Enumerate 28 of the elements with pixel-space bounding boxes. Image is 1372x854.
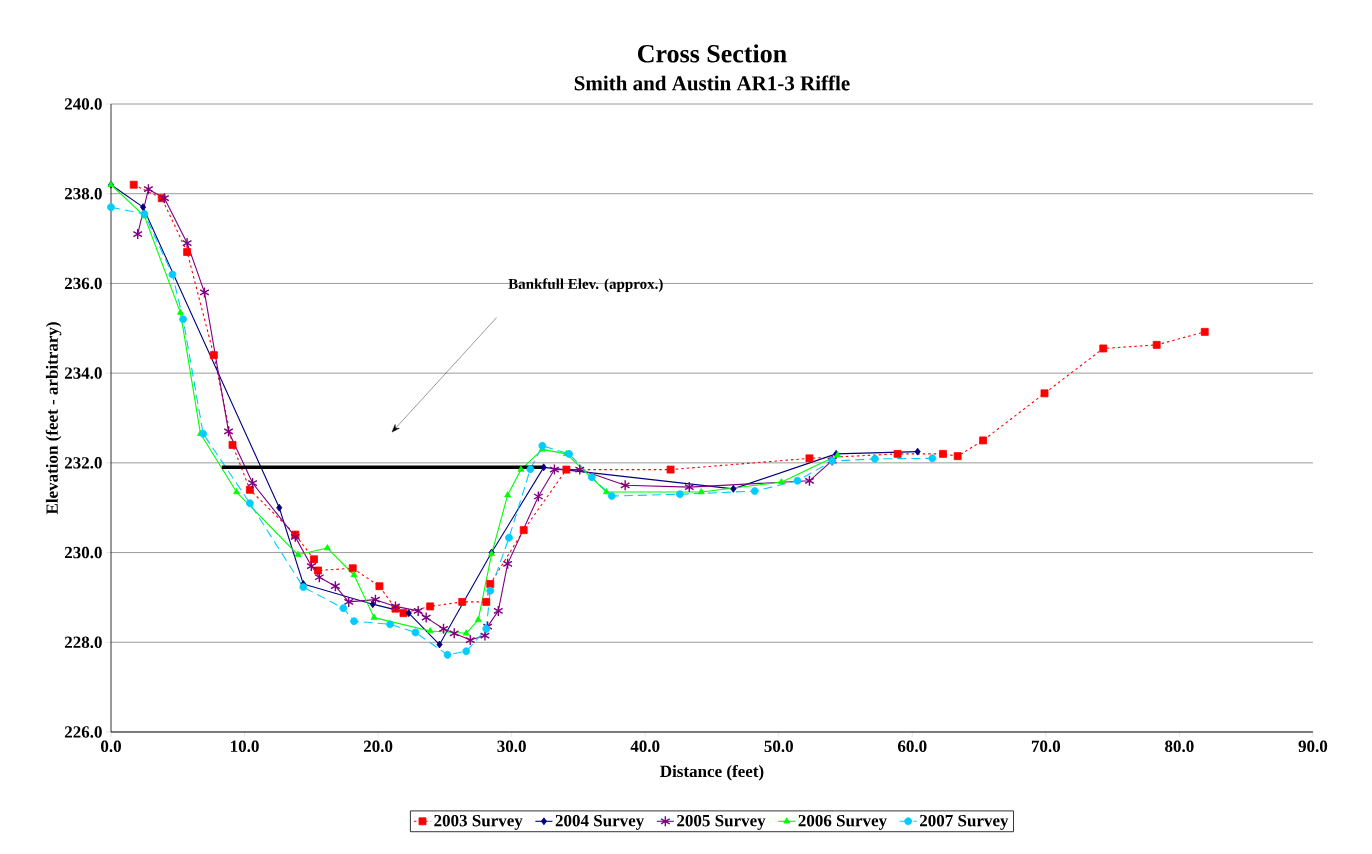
- y-tick-label: 236.0: [64, 277, 102, 290]
- x-tick-label: 70.0: [1031, 740, 1061, 753]
- legend-label: 2007 Survey: [919, 814, 1009, 830]
- x-tick-label: 10.0: [231, 740, 259, 753]
- chart-title: Cross Section: [638, 44, 787, 63]
- y-tick-label: 230.0: [64, 546, 102, 559]
- annotation: Bankfull Elev. (approx.): [508, 278, 663, 292]
- y-tick-label: 238.0: [64, 187, 102, 200]
- x-tick-label: 60.0: [897, 740, 927, 753]
- legend-label: 2003 Survey: [434, 814, 523, 830]
- legend-label: 2005 Survey: [677, 814, 766, 830]
- y-tick-label: 228.0: [64, 636, 102, 649]
- x-axis-title: Distance (feet): [660, 764, 764, 781]
- x-tick-label: 0.0: [101, 740, 121, 753]
- y-tick-label: 232.0: [64, 457, 102, 469]
- y-tick-label: 234.0: [64, 367, 102, 379]
- x-tick-label: 80.0: [1165, 740, 1194, 753]
- legend-label: 2004 Survey: [555, 814, 645, 830]
- x-tick-label: 30.0: [497, 740, 526, 753]
- x-tick-label: 50.0: [764, 740, 793, 753]
- y-axis-title: Elevation (feet - arbitrary): [45, 322, 62, 515]
- x-tick-label: 90.0: [1298, 740, 1328, 753]
- y-tick-label: 226.0: [64, 726, 102, 738]
- x-tick-label: 40.0: [630, 740, 660, 753]
- x-tick-label: 20.0: [363, 740, 393, 753]
- legend-label: 2006 Survey: [798, 814, 887, 830]
- y-tick-label: 240.0: [64, 98, 102, 110]
- chart-subtitle: Smith and Austin AR1-3 Riffle: [574, 75, 850, 91]
